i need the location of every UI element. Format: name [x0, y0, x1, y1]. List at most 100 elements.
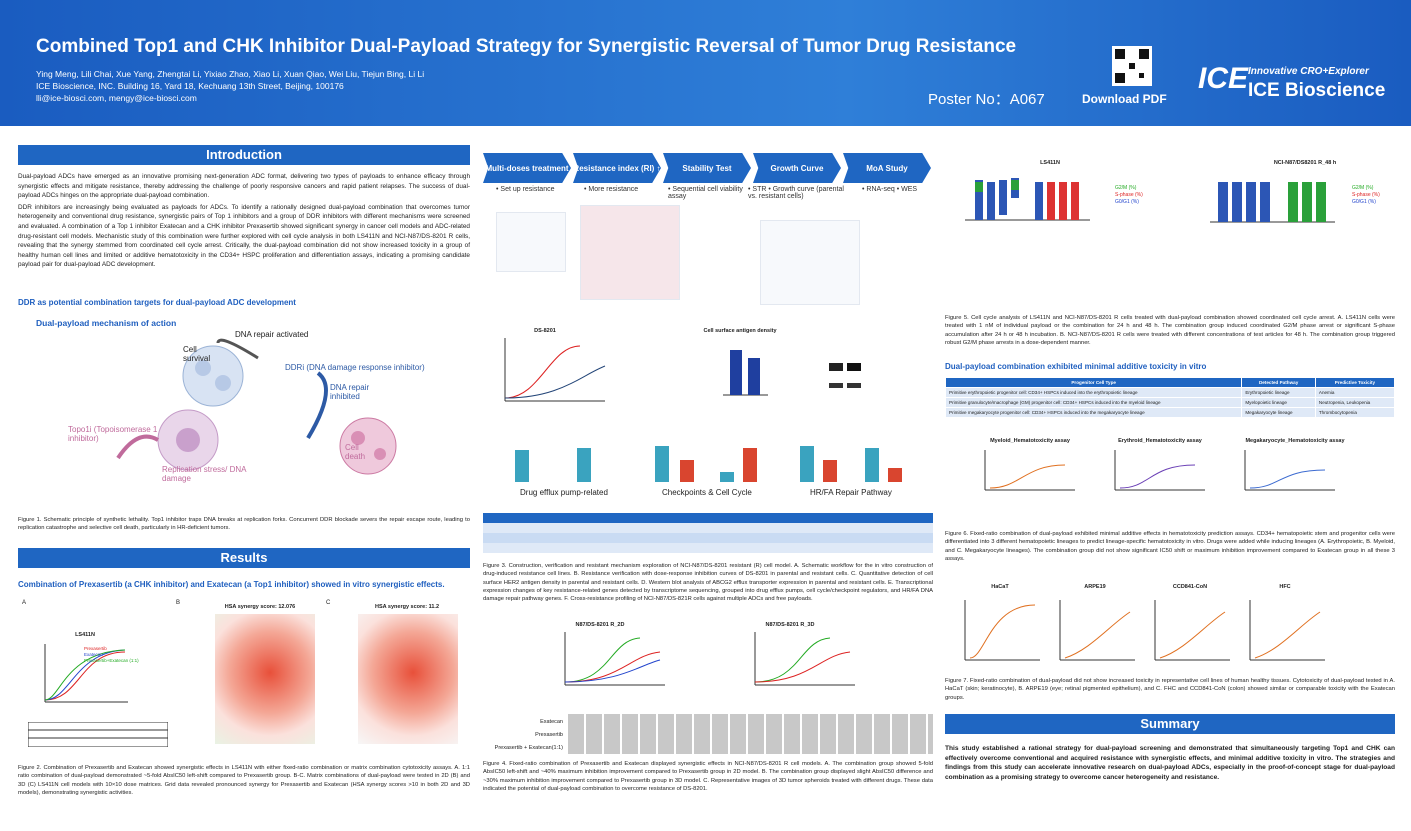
- caption: Figure 6. Fixed-ratio combination of dua…: [945, 531, 1395, 562]
- stacked-bar-chart: [965, 219, 1090, 221]
- title: Combined Top1 and CHK Inhibitor Dual-Pay…: [36, 36, 1017, 57]
- workflow-item: • RNA-seq • WES: [862, 186, 918, 193]
- poster-no: Poster No：A067: [928, 91, 1045, 108]
- chart-title: HSA synergy score: 12.076: [224, 604, 296, 610]
- chart-title: LS411N: [75, 632, 95, 638]
- mechanism-diagram: [116, 338, 397, 475]
- workflow-step: Multi-doses treatment: [483, 153, 571, 183]
- caption: Figure 3. Construction, verification and…: [483, 563, 933, 603]
- caption: Figure 7. Fixed-ratio combination of dua…: [945, 678, 1395, 701]
- td: Anemia: [1314, 387, 1396, 398]
- caption: Figure 1. Schematic principle of synthet…: [18, 517, 470, 532]
- diagram-label: DNA repair inhibited: [330, 383, 370, 401]
- diagram-label: DDRi (DNA damage response inhibitor): [285, 363, 425, 372]
- table-placeholder: [28, 722, 168, 747]
- chart-title: Megakaryocyte_Hematotoxicity assay: [1245, 438, 1345, 444]
- diagram-title: Dual-payload mechanism of action: [36, 318, 177, 328]
- header: Combined Top1 and CHK Inhibitor Dual-Pay…: [0, 0, 1411, 126]
- affiliation: ICE Bioscience, INC. Building 16, Yard 1…: [36, 81, 344, 91]
- workflow-step: Growth Curve: [753, 153, 841, 183]
- chart-title: HSA synergy score: 11.2: [375, 604, 439, 610]
- subheading: DDR as potential combination targets for…: [18, 298, 296, 307]
- logo-name: ICE Bioscience: [1248, 80, 1386, 101]
- diagram-label: Cell survival: [183, 345, 211, 363]
- diagram-label: Topo1i (Topoisomerase 1 inhibitor): [68, 425, 158, 443]
- emails: lli@ice-biosci.com, mengy@ice-biosci.com: [36, 93, 197, 103]
- legend-item: G0/G1 (%): [1352, 199, 1376, 205]
- logo-tagline: Innovative CRO+Explorer: [1248, 66, 1369, 77]
- th: Detected Pathway: [1241, 377, 1316, 388]
- chart-title: Erythroid_Hematotoxicity assay: [1118, 438, 1202, 444]
- intro-text: Dual-payload ADCs have emerged as an inn…: [18, 172, 470, 270]
- caption: Figure 5. Cell cycle analysis of LS411N …: [945, 315, 1395, 346]
- illustration: [580, 205, 680, 300]
- subheading: Dual-payload combination exhibited minim…: [945, 362, 1207, 371]
- panel-label: B: [176, 600, 181, 606]
- cross-resistance-table: [483, 513, 933, 553]
- chart-title: NCI-N87/DS8201 R_48 h: [1273, 160, 1337, 166]
- illustration: [496, 212, 566, 272]
- chart-title: N87/DS-8201 R_2D: [575, 622, 625, 628]
- legend-item: Prexasertib: [84, 646, 107, 651]
- workflow-item: • Set up resistance: [496, 186, 555, 193]
- chart-title: ARPE19: [1084, 584, 1106, 590]
- td: Erythropoietic lineage: [1241, 387, 1316, 398]
- authors-line: Ying Meng, Lili Chai, Xue Yang, Zhengtai…: [36, 69, 425, 79]
- workflow-step: Resistance index (RI) ↑: [573, 153, 661, 183]
- td: Thrombocytopenia: [1314, 407, 1396, 418]
- workflow: Multi-doses treatment Resistance index (…: [483, 153, 933, 183]
- section-bar: Introduction: [18, 145, 470, 165]
- th: Predictive Toxicity: [1314, 377, 1396, 388]
- group-label: Checkpoints & Cell Cycle: [662, 488, 752, 497]
- td: Primitive megakaryocyte progenitor cell:…: [944, 407, 1243, 418]
- workflow-item: • STR • Growth curve (parental vs. resis…: [748, 186, 844, 200]
- logo-mark: ICE: [1198, 62, 1249, 95]
- workflow-step: Stability Test: [663, 153, 751, 183]
- curve-chart: [754, 632, 855, 686]
- th: Progenitor Cell Type: [944, 377, 1243, 388]
- chart-title: Myeloid_Hematotoxicity assay: [990, 438, 1070, 444]
- legend-item: Prexasertib+Exatecan (1:1): [84, 658, 139, 663]
- legend-item: G2/M (%): [1115, 185, 1137, 191]
- panel-label: C: [326, 600, 331, 606]
- row-labels: Exatecan Prexasertib Prexasertib + Exateca…: [483, 716, 563, 755]
- td: Myelopoietic lineage: [1241, 397, 1316, 408]
- diagram-label: Replication stress/ DNA damage: [162, 465, 247, 483]
- chart-title: N87/DS-8201 R_3D: [765, 622, 815, 628]
- paragraph: DDR inhibitors are increasingly being ev…: [18, 203, 470, 269]
- td: Primitive granulocyte/macrophage (GM) pr…: [944, 397, 1243, 408]
- bar-charts: [515, 446, 902, 482]
- diagram-label: Cell death: [345, 443, 366, 461]
- summary-text: This study established a rational strate…: [945, 745, 1395, 781]
- caption: Figure 2. Combination of Prexasertib and…: [18, 765, 470, 796]
- legend-item: G0/G1 (%): [1115, 199, 1139, 205]
- illustration: [760, 220, 860, 305]
- paragraph: Dual-payload ADCs have emerged as an inn…: [18, 173, 470, 200]
- chart-title: HaCaT: [991, 584, 1009, 590]
- group-label: Drug efflux pump-related: [520, 488, 608, 497]
- legend-item: Exatecan: [84, 652, 103, 657]
- legend: G2/M (%) S-phase (%) G0/G1 (%): [1352, 185, 1380, 206]
- workflow-step: MoA Study: [843, 153, 931, 183]
- curve-chart: [504, 338, 606, 402]
- legend-item: S-phase (%): [1352, 192, 1380, 198]
- western-blot: [829, 363, 861, 388]
- chart-title: HFC: [1279, 584, 1291, 590]
- spheroid-images: [568, 714, 933, 754]
- workflow-item: • More resistance: [584, 186, 639, 193]
- download-pdf[interactable]: Download PDF: [1082, 92, 1167, 106]
- chart-title: DS-8201: [534, 328, 556, 334]
- stacked-bar-chart: [1210, 221, 1335, 223]
- workflow-item: • Sequential cell viability assay: [668, 186, 743, 200]
- section-bar: Summary: [945, 714, 1395, 734]
- legend: G2/M (%) S-phase (%) G0/G1 (%): [1115, 185, 1143, 206]
- subheading: Combination of Prexasertib (a CHK inhibi…: [18, 580, 445, 589]
- panel-label: A: [22, 600, 27, 606]
- row-label: Prexasertib + Exatecan(1:1): [494, 745, 563, 751]
- bar-chart: [723, 350, 768, 396]
- legend: Prexasertib Exatecan Prexasertib+Exatecan …: [84, 646, 139, 664]
- chart-title: Cell surface antigen density: [703, 328, 777, 334]
- table: Progenitor Cell Type Detected Pathway Pred…: [944, 377, 1396, 418]
- chart-title: CCD841-CoN: [1172, 584, 1208, 590]
- row-label: Exatecan: [540, 719, 563, 725]
